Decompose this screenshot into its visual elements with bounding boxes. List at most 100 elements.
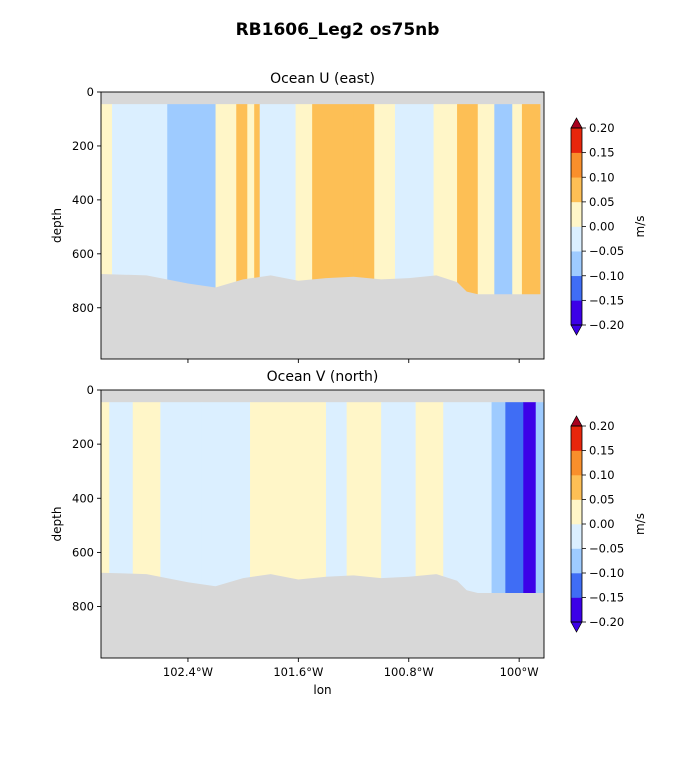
- colorbar-tick-label: −0.05: [589, 244, 624, 258]
- colorbar-extend-max: [570, 415, 583, 427]
- colorbar-segment: [571, 300, 582, 326]
- data-band-5: [247, 104, 255, 297]
- y-tick-label: 400: [72, 193, 94, 207]
- data-band-1: [109, 402, 134, 596]
- data-band-9: [381, 402, 417, 596]
- data-band-17: [512, 104, 523, 297]
- colorbar-tick-label: 0.10: [589, 170, 615, 184]
- y-axis-label: depth: [50, 208, 64, 243]
- data-band-3: [160, 402, 203, 596]
- colorbar-tick-label: −0.10: [589, 566, 624, 580]
- colorbar-segment: [571, 475, 582, 500]
- chart-panel-0: 0 200 400 600 800 depth −0.20 −0.15 −0.10 −0.05 0.…: [50, 85, 647, 363]
- colorbar-segment: [571, 499, 582, 525]
- colorbar-tick-label: −0.20: [589, 615, 624, 629]
- colorbar-tick-label: −0.15: [589, 591, 624, 605]
- data-band-4: [236, 104, 248, 297]
- data-band-18: [521, 104, 541, 297]
- data-band-7: [325, 402, 348, 596]
- y-tick-label: 800: [72, 600, 94, 614]
- colorbar-segment: [571, 450, 582, 476]
- data-band-0: [101, 402, 110, 596]
- colorbar-tick-label: 0.05: [589, 195, 615, 209]
- x-tick-label: 100°W: [500, 665, 539, 679]
- data-band-16: [494, 104, 513, 297]
- colorbar-label: m/s: [633, 216, 647, 238]
- x-tick-label: 100.8°W: [384, 665, 434, 679]
- axes-frame: [100, 389, 545, 659]
- colorbar-label: m/s: [633, 513, 647, 535]
- y-tick-label: 400: [72, 491, 94, 505]
- data-band-2: [167, 104, 217, 297]
- data-band-11: [374, 104, 396, 297]
- colorbar-segment: [571, 524, 582, 549]
- y-tick-label: 0: [87, 383, 94, 397]
- data-band-9: [312, 104, 355, 297]
- data-band-10: [415, 402, 444, 596]
- colorbar-tick-label: −0.15: [589, 293, 624, 307]
- plot-area: [101, 390, 544, 658]
- data-band-8: [346, 402, 382, 596]
- data-band-5: [250, 402, 272, 596]
- axes-frame: [100, 91, 545, 360]
- y-tick-label: 0: [87, 85, 94, 99]
- data-band-0: [101, 104, 113, 297]
- colorbar-tick-label: 0.15: [589, 146, 615, 160]
- colorbar-extend-max: [570, 117, 583, 129]
- colorbar-tick-label: −0.05: [589, 542, 624, 556]
- data-band-2: [132, 402, 161, 596]
- data-band-6: [254, 104, 261, 297]
- colorbar-tick-label: 0.20: [589, 121, 615, 135]
- colorbar-segment: [571, 128, 582, 153]
- colorbar-tick-label: 0.20: [589, 419, 615, 433]
- y-tick-label: 200: [72, 139, 94, 153]
- data-band-8: [295, 104, 313, 297]
- figure-title: RB1606_Leg2 os75nb: [235, 20, 440, 40]
- chart-panel-1: 0 200 400 600 800 102.4°W 101.6°W 100.8°W 100°W d…: [50, 383, 647, 697]
- colorbar-segment: [571, 152, 582, 178]
- data-band-6: [270, 402, 327, 596]
- data-band-13: [433, 104, 458, 297]
- colorbar-segment: [571, 251, 582, 277]
- colorbar: −0.20 −0.15 −0.10 −0.05 0.00 0.05 0.10 0.15 0.20…: [570, 117, 647, 336]
- y-tick-label: 600: [72, 247, 94, 261]
- data-band-12: [394, 104, 435, 297]
- x-tick-label: 102.4°W: [163, 665, 213, 679]
- colorbar-tick-label: 0.00: [589, 517, 615, 531]
- colorbar-tick-label: −0.20: [589, 318, 624, 332]
- colorbar-tick-label: −0.10: [589, 269, 624, 283]
- colorbar-extend-min: [570, 621, 583, 633]
- colorbar-segment: [571, 201, 582, 227]
- y-tick-label: 800: [72, 301, 94, 315]
- data-band-3: [215, 104, 237, 297]
- plot-area: [101, 92, 544, 359]
- data-band-15: [535, 402, 544, 596]
- panel-title-v: Ocean V (north): [266, 369, 379, 385]
- colorbar-tick-label: 0.05: [589, 493, 615, 507]
- colorbar: −0.20 −0.15 −0.10 −0.05 0.00 0.05 0.10 0.15 0.20…: [570, 415, 647, 633]
- data-band-10: [353, 104, 375, 297]
- colorbar-segment: [571, 226, 582, 252]
- x-tick-label: 101.6°W: [273, 665, 323, 679]
- colorbar-segment: [571, 275, 582, 301]
- seafloor-mask: [101, 274, 544, 359]
- seafloor-mask: [101, 572, 544, 658]
- panel-title-u: Ocean U (east): [270, 71, 375, 87]
- colorbar-segment: [571, 597, 582, 623]
- data-band-11: [443, 402, 493, 596]
- data-band-4: [201, 402, 251, 596]
- x-axis-label: lon: [313, 683, 331, 697]
- colorbar-segment: [571, 177, 582, 203]
- data-band-7: [259, 104, 297, 297]
- y-axis-label: depth: [50, 507, 64, 542]
- data-band-12: [491, 402, 506, 596]
- y-tick-label: 200: [72, 437, 94, 451]
- colorbar-segment: [571, 548, 582, 574]
- data-band-1: [112, 104, 168, 297]
- colorbar-extend-min: [570, 324, 583, 336]
- data-band-14: [457, 104, 479, 297]
- data-band-15: [477, 104, 495, 297]
- colorbar-tick-label: 0.10: [589, 468, 615, 482]
- colorbar-segment: [571, 426, 582, 451]
